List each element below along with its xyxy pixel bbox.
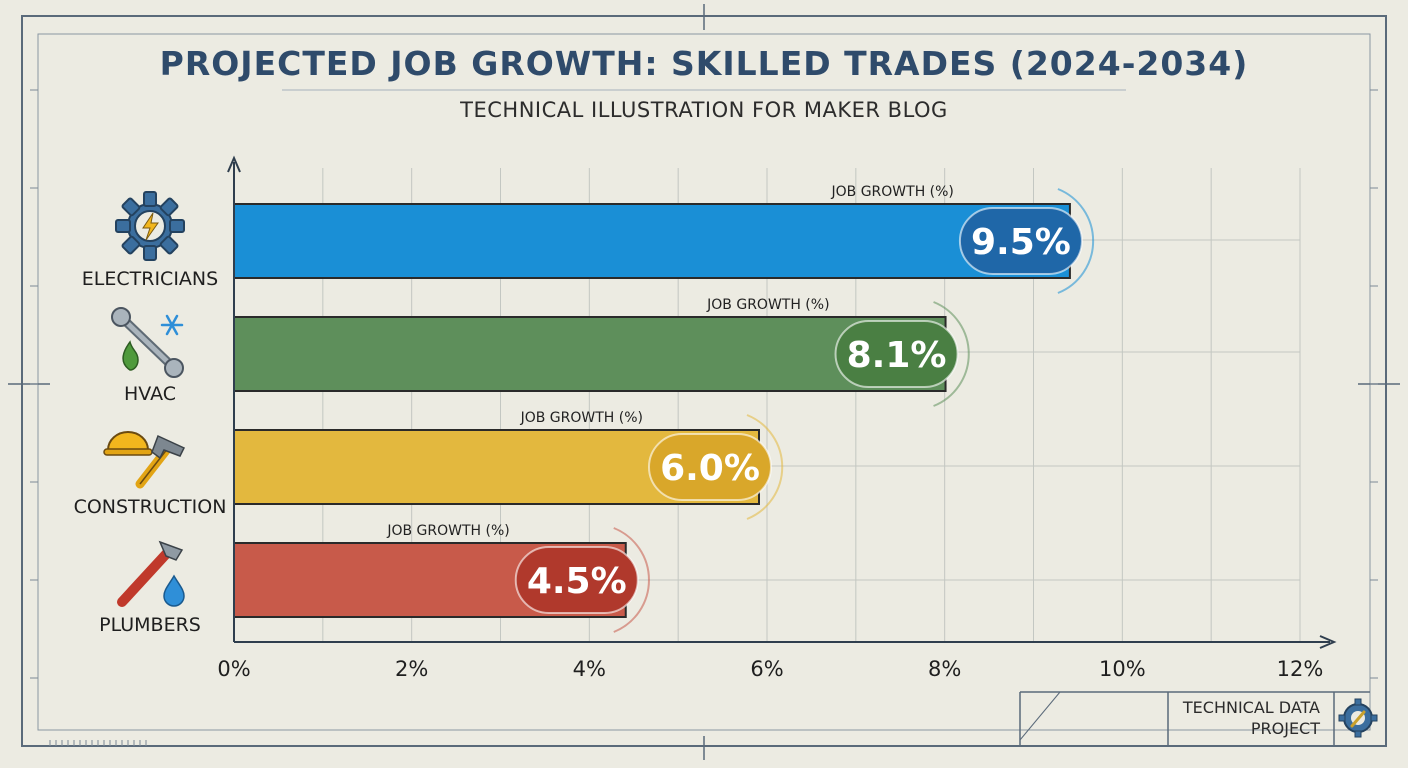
hardhat-hammer-icon [103,431,186,489]
bar-caption: JOB GROWTH (%) [831,184,954,200]
badge-glow-ring [613,527,650,633]
bar-group-electricians: 9.5% JOB GROWTH (%) [233,184,1095,294]
blueprint-frame [8,4,1400,760]
badge-glow-ring [746,414,784,520]
x-tick-label: 2% [395,657,428,681]
x-tick-label: 0% [217,657,250,681]
ruler-ticks [30,89,1378,746]
footer-line-2: PROJECT [1250,719,1320,738]
data-label: 9.5% [971,222,1071,263]
value-badge [648,433,772,501]
category-label-hvac: HVAC [124,383,176,405]
footer-line-1: TECHNICAL DATA [1182,698,1320,717]
badge-glow-ring [1057,188,1095,294]
bar-group-construction: 6.0% JOB GROWTH (%) [233,410,784,520]
value-badge [834,320,959,388]
x-tick-label: 12% [1277,657,1324,681]
gear-wrench-icon [1338,698,1378,738]
badge-glow-ring [933,301,970,407]
x-tick-label: 8% [928,657,961,681]
chart-title: PROJECTED JOB GROWTH: SKILLED TRADES (20… [159,44,1249,83]
axes [227,155,1337,649]
bar-caption: JOB GROWTH (%) [386,523,509,539]
x-tick-labels: 0% 2% 4% 6% 8% 10% 12% [217,657,1323,681]
x-tick-label: 6% [750,657,783,681]
category-label-plumbers: PLUMBERS [99,614,201,636]
data-label: 8.1% [847,335,947,376]
value-badge [958,207,1083,275]
data-label: 6.0% [660,448,760,489]
gear-lightning-icon [115,191,185,261]
category-label-electricians: ELECTRICIANS [81,268,219,290]
x-tick-label: 4% [573,657,606,681]
category-label-construction: CONSTRUCTION [73,496,227,518]
chart-subtitle: TECHNICAL ILLUSTRATION FOR MAKER BLOG [460,98,948,122]
pipe-wrench-drop-icon [117,540,185,607]
y-axis-arrow [227,155,241,173]
x-axis-arrow [1319,635,1337,649]
bar [233,203,1071,279]
footer-stamp: TECHNICAL DATA PROJECT [1183,697,1320,739]
data-label: 4.5% [527,561,627,602]
bar-caption: JOB GROWTH (%) [520,410,643,426]
bar-caption: JOB GROWTH (%) [706,297,829,313]
wrench-snowflake-flame-icon [111,307,184,378]
bars-group: 9.5%JOB GROWTH (%)8.1%JOB GROWTH (%)6.0%… [233,184,1095,633]
x-tick-label: 10% [1099,657,1146,681]
bar-group-hvac: 8.1% JOB GROWTH (%) [233,297,970,407]
bar-group-plumbers: 4.5% JOB GROWTH (%) [233,523,650,633]
value-badge [514,546,639,614]
